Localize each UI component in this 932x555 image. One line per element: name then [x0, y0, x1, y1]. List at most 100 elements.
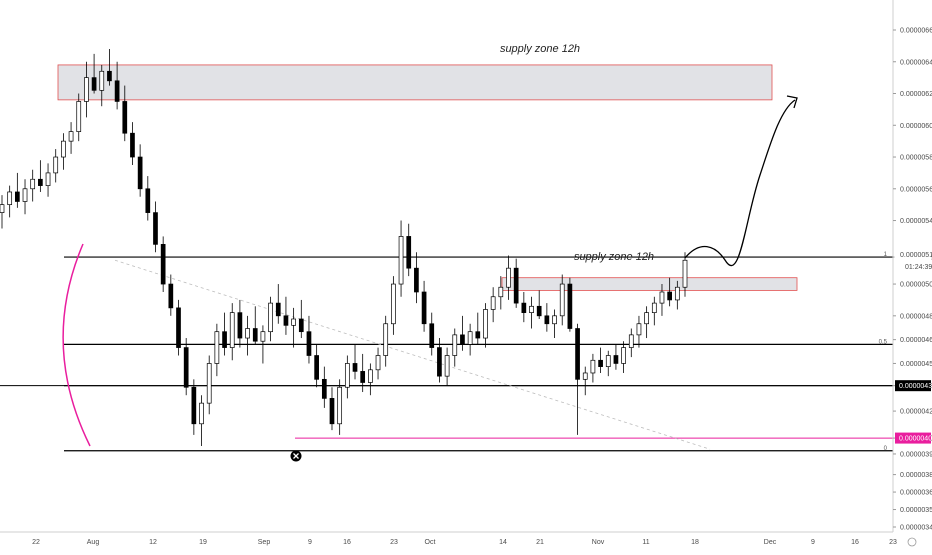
candle-body — [22, 188, 28, 202]
candle-body — [398, 236, 404, 285]
candle-body — [183, 347, 189, 388]
candle-body — [199, 402, 204, 425]
candle-body — [452, 334, 458, 356]
candle-body — [659, 291, 665, 304]
candle-body — [275, 302, 281, 317]
x-tick-label: 16 — [343, 539, 351, 546]
x-tick-label: 11 — [642, 539, 649, 546]
candle-body — [644, 312, 649, 325]
candle-body — [552, 315, 557, 325]
candle-body — [682, 259, 688, 288]
candle-body — [567, 283, 573, 329]
candle-body — [260, 331, 266, 342]
x-tick-label: Nov — [592, 539, 605, 546]
projection-arrowhead — [786, 95, 798, 109]
candle-body — [61, 140, 66, 158]
x-tick-label: Dec — [764, 539, 777, 546]
candle-body — [91, 77, 97, 91]
diagonal-trend-line — [114, 259, 711, 450]
candle-body — [383, 323, 389, 356]
candle-body — [245, 328, 250, 339]
candle-body — [76, 101, 82, 132]
candle-body — [429, 323, 435, 348]
candle-body — [467, 331, 473, 345]
fib-label: 0.5 — [879, 339, 888, 345]
candle-body — [460, 334, 465, 345]
candle-body — [130, 132, 135, 158]
candle-body — [636, 323, 642, 336]
candle-body — [30, 178, 36, 190]
supply-zone-box — [57, 64, 773, 101]
y-tick-label: 0.00000347 — [900, 525, 932, 532]
candle-body — [582, 372, 588, 380]
candle-body — [229, 312, 235, 348]
candle-body — [598, 359, 603, 367]
y-tick-label: 0.00000358 — [900, 507, 932, 514]
candle-body — [437, 347, 442, 377]
x-tick-label: 9 — [811, 539, 815, 546]
fib-label: 1 — [884, 252, 888, 258]
candle-body — [391, 283, 396, 325]
y-tick-label: 0.00000393 — [900, 451, 932, 458]
candle-body — [406, 236, 412, 269]
candle-body — [360, 371, 366, 383]
candle-body — [168, 283, 174, 309]
x-tick-label: Aug — [87, 539, 100, 546]
candle-body — [337, 386, 343, 425]
candle-body — [529, 305, 534, 313]
candle-body — [45, 172, 51, 186]
candle-body — [160, 244, 166, 285]
x-tick-label: 21 — [536, 539, 544, 546]
x-tick-label: 23 — [889, 539, 897, 546]
candle-body — [498, 286, 504, 298]
candle-body — [252, 328, 258, 342]
levels-layer: 10.50 — [0, 252, 893, 452]
candle-body — [7, 191, 13, 206]
candle-body — [575, 328, 580, 380]
candle-body — [559, 283, 565, 317]
candle-body — [0, 204, 5, 213]
y-tick-label: 0.00000369 — [900, 490, 932, 497]
level-badge-label: 0.00000436 — [899, 383, 932, 390]
candle-body — [268, 302, 273, 333]
candle-body — [114, 80, 120, 102]
candles-layer — [0, 49, 688, 447]
countdown-label: 01:24:39 — [905, 264, 932, 271]
drawings-layer — [62, 95, 798, 462]
projection-path — [684, 99, 796, 267]
candle-body — [483, 309, 488, 339]
candle-body — [590, 359, 596, 374]
x-tick-label: Sep — [258, 539, 271, 546]
candle-body — [222, 331, 227, 348]
candle-body — [628, 334, 634, 348]
supply-zone-label-lower: supply zone 12h — [574, 251, 654, 263]
candle-body — [283, 315, 289, 326]
candle-body — [68, 131, 74, 142]
candle-body — [314, 355, 319, 380]
supply-zone-label-upper: supply zone 12h — [500, 43, 580, 55]
candle-body — [145, 188, 151, 213]
candle-body — [521, 302, 527, 313]
candle-body — [206, 363, 212, 404]
candle-body — [99, 70, 105, 91]
candle-body — [298, 318, 304, 333]
candle-body — [651, 302, 657, 313]
price-badge-box — [894, 248, 932, 261]
x-tick-label: 9 — [308, 539, 312, 546]
x-tick-label: 16 — [851, 539, 859, 546]
x-tick-label: 14 — [499, 539, 507, 546]
current-price-label: 0.00000517 — [900, 252, 932, 259]
candle-body — [137, 156, 143, 190]
x-tick-label: 19 — [199, 539, 207, 546]
fib-label: 0 — [884, 446, 888, 452]
